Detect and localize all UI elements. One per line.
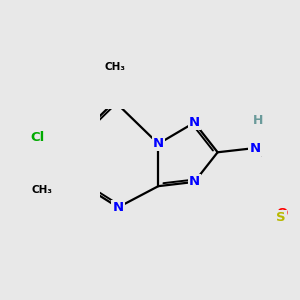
Text: N: N	[112, 201, 124, 214]
Text: N: N	[249, 142, 260, 154]
Text: O: O	[277, 207, 288, 220]
Text: N: N	[189, 116, 200, 129]
Text: N: N	[189, 176, 200, 188]
Text: CH₃: CH₃	[104, 62, 125, 72]
Text: H: H	[253, 114, 263, 127]
Text: CH₃: CH₃	[32, 185, 52, 195]
Text: S: S	[276, 212, 286, 224]
Text: N: N	[153, 137, 164, 150]
Text: Cl: Cl	[31, 131, 45, 144]
